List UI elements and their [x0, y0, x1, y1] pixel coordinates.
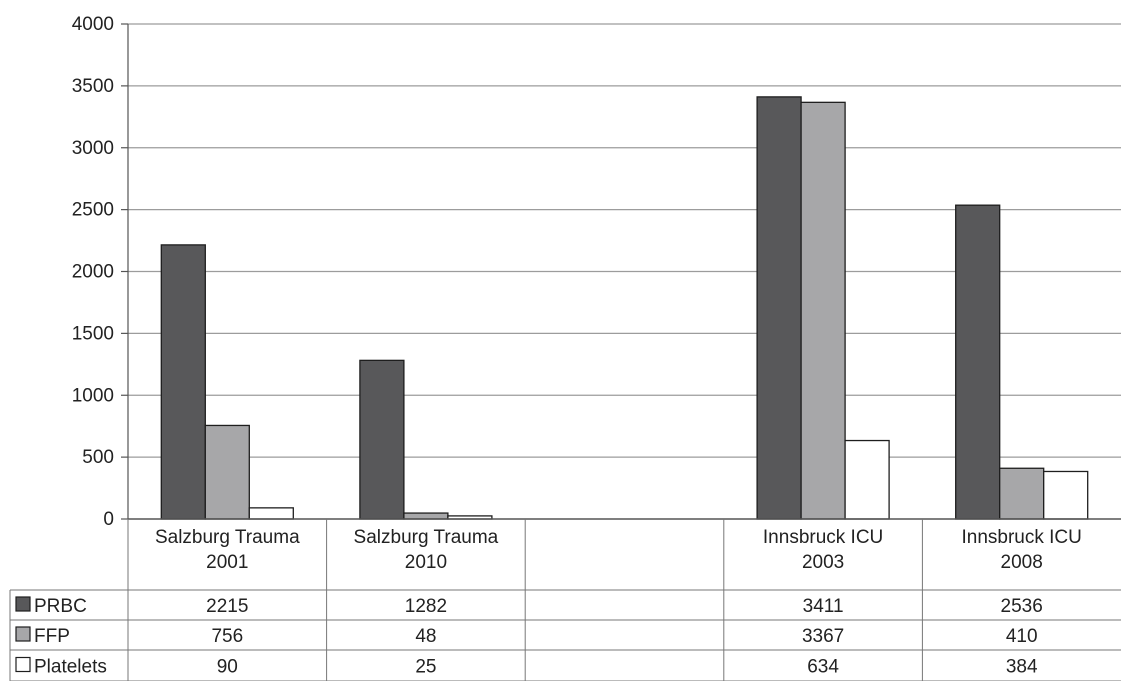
- category-label: 2003: [802, 552, 844, 573]
- category-label: Salzburg Trauma: [354, 527, 499, 548]
- y-tick-label: 4000: [72, 14, 114, 35]
- bar-prbc: [756, 96, 802, 520]
- y-tick-label: 2500: [72, 200, 114, 221]
- bar-platelets: [248, 507, 294, 520]
- y-tick-label: 0: [103, 509, 114, 530]
- bar-prbc: [359, 359, 405, 520]
- category-label: 2001: [206, 552, 248, 573]
- category-label: Innsbruck ICU: [962, 527, 1082, 548]
- bar-prbc: [955, 204, 1001, 520]
- bar-ffp: [999, 467, 1045, 520]
- bar-prbc: [160, 244, 206, 520]
- category-label: 2010: [405, 552, 447, 573]
- y-tick-label: 3500: [72, 76, 114, 97]
- y-tick-label: 500: [82, 447, 114, 468]
- data-label: 1282: [405, 596, 447, 617]
- bar-platelets: [844, 439, 890, 520]
- data-label: 410: [1006, 626, 1038, 647]
- y-tick-label: 1500: [72, 323, 114, 344]
- legend-label-platelets: Platelets: [34, 657, 107, 678]
- data-label: 25: [415, 657, 436, 678]
- category-label: Innsbruck ICU: [763, 527, 883, 548]
- data-label: 3411: [803, 596, 844, 617]
- data-label: 384: [1006, 657, 1038, 678]
- data-label: 48: [415, 626, 436, 647]
- legend-label-ffp: FFP: [34, 626, 70, 647]
- data-label: 756: [211, 626, 243, 647]
- data-label: 90: [217, 657, 238, 678]
- category-label: Salzburg Trauma: [155, 527, 300, 548]
- legend-swatch-ffp: [15, 626, 31, 642]
- data-label: 2536: [1001, 596, 1043, 617]
- y-tick-label: 1000: [72, 385, 114, 406]
- y-tick-label: 3000: [72, 138, 114, 159]
- y-tick-label: 2000: [72, 262, 114, 283]
- gridlines: [128, 23, 1121, 458]
- bars: [160, 96, 1089, 520]
- axes: 0 500 1000 1500 2000 2500 3000 3500 4000: [72, 14, 1121, 530]
- legend-label-prbc: PRBC: [34, 596, 87, 617]
- category-label: 2008: [1001, 552, 1043, 573]
- legend-swatch-prbc: [15, 596, 31, 612]
- data-label: 634: [807, 657, 839, 678]
- bar-platelets: [1043, 470, 1089, 520]
- legend-swatch-platelets: [15, 656, 31, 673]
- bar-ffp: [800, 101, 846, 520]
- bar-ffp: [403, 512, 449, 520]
- bar-ffp: [204, 424, 250, 520]
- data-label: 2215: [206, 596, 248, 617]
- data-table: Salzburg Trauma 2001 Salzburg Trauma 2010 In…: [9, 519, 1121, 681]
- data-label: 3367: [802, 626, 844, 647]
